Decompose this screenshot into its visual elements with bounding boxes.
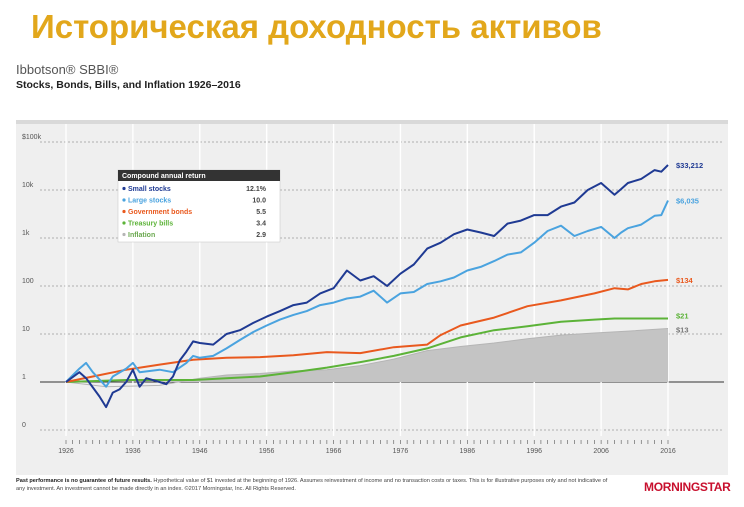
chart-top-band <box>16 120 728 124</box>
y-tick-label: 1 <box>22 374 26 381</box>
end-label: $21 <box>676 312 689 321</box>
y-axis: 0 1 10 100 1k 10k $100k <box>22 134 42 429</box>
slide-title: Историческая доходность активов <box>31 8 602 45</box>
end-label: $6,035 <box>676 197 699 206</box>
legend-entry-return: 2.9 <box>256 232 266 239</box>
series-line-treasury-bills <box>65 317 668 383</box>
footnote-bold: Past performance is no guarantee of futu… <box>16 478 152 484</box>
x-tick-label: 2006 <box>593 448 609 455</box>
y-tick-label: 10 <box>22 326 30 333</box>
end-label: $33,212 <box>676 161 703 170</box>
end-label: $134 <box>676 276 694 285</box>
x-tick-label: 2016 <box>660 448 676 455</box>
y-tick-label: 100 <box>22 278 34 285</box>
series-lines <box>65 164 669 409</box>
end-label: $13 <box>676 326 689 335</box>
x-tick-label: 1926 <box>58 448 74 455</box>
legend-dot <box>122 198 126 202</box>
legend-header <box>118 170 280 181</box>
legend-entry-name: Treasury bills <box>128 221 173 228</box>
legend-entry-name: Small stocks <box>128 186 171 193</box>
x-tick-label: 1936 <box>125 448 141 455</box>
logo-text: MORNINGSTAR <box>644 480 731 494</box>
inflation-area <box>66 328 668 382</box>
legend-entry-name: Inflation <box>128 232 155 239</box>
legend-entry-return: 10.0 <box>252 198 266 205</box>
morningstar-logo: MORNINGSTAR <box>644 480 731 494</box>
legend-entry-name: Large stocks <box>128 198 171 205</box>
x-tick-label: 1996 <box>526 448 542 455</box>
legend-dot <box>122 209 126 214</box>
chart-title: Stocks, Bonds, Bills, and Inflation 1926… <box>16 79 241 91</box>
footnote: Past performance is no guarantee of futu… <box>16 478 616 493</box>
y-tick-label: 0 <box>22 422 26 429</box>
y-tick-label: $100k <box>22 134 42 141</box>
footnote-text: Hypothetical value of $1 invested at the… <box>16 478 608 492</box>
y-tick-label: 1k <box>22 230 30 237</box>
legend-title: Compound annual return <box>122 173 206 180</box>
series-line-small-stocks <box>65 164 669 409</box>
legend-dot <box>122 221 126 225</box>
series-line-large-stocks <box>65 200 669 388</box>
legend-entry-return: 3.4 <box>256 221 266 228</box>
x-tick-label: 1956 <box>259 448 275 455</box>
legend-entry-name: Government bonds <box>128 209 192 216</box>
legend-entry-return: 12.1% <box>246 186 267 193</box>
legend-dot <box>122 232 126 237</box>
x-tick-label: 1976 <box>393 448 409 455</box>
inflation-area-fill <box>66 328 668 382</box>
x-axis: 1926 1936 1946 1956 1966 1976 1986 1996 2006 2016 <box>58 440 676 455</box>
y-tick-label: 10k <box>22 182 34 189</box>
x-tick-label: 1986 <box>460 448 476 455</box>
legend-entry-return: 5.5 <box>256 209 266 216</box>
end-labels: $33,212 $6,035 $134 $21 $13 <box>676 161 703 335</box>
legend: Compound annual return Small stocks 12.1% L… <box>117 169 281 243</box>
legend-dot <box>122 186 126 191</box>
x-tick-label: 1946 <box>192 448 208 455</box>
series-line-government-bonds <box>65 278 669 383</box>
legend-box <box>117 169 281 243</box>
brand-label: Ibbotson® SBBI® <box>16 62 119 77</box>
x-tick-label: 1966 <box>326 448 342 455</box>
